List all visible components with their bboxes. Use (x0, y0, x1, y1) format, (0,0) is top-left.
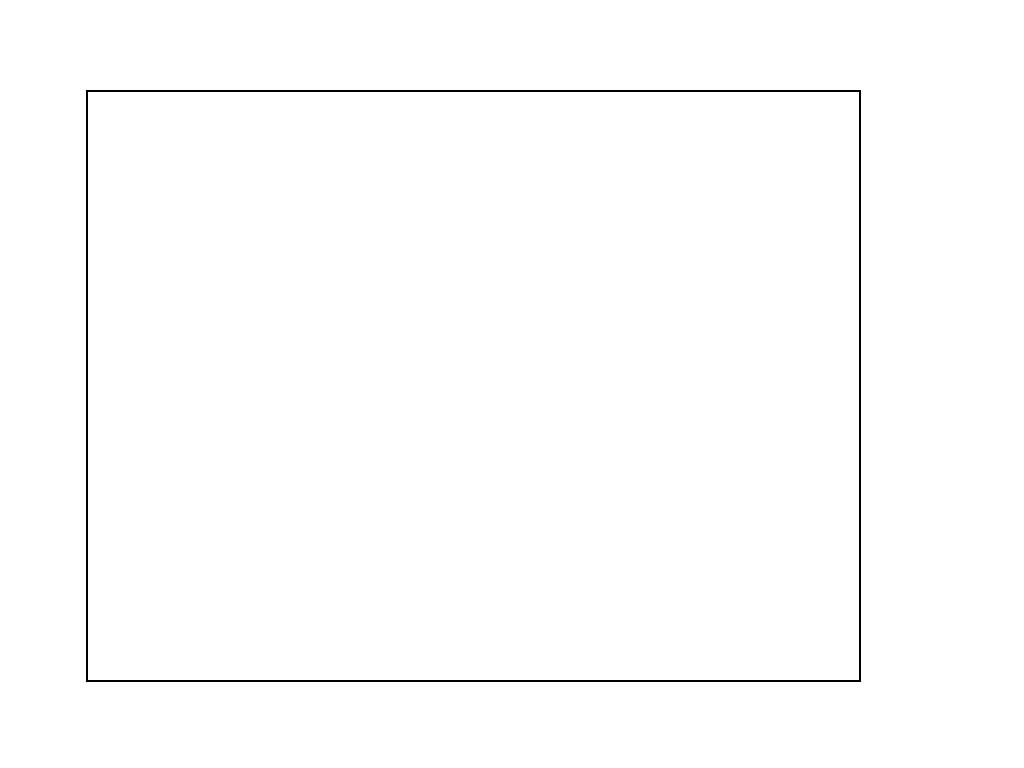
map-panel (86, 90, 861, 682)
color-scale-legend (893, 129, 957, 639)
temperature-field-canvas (88, 92, 388, 242)
coastline-overlay (88, 92, 859, 680)
